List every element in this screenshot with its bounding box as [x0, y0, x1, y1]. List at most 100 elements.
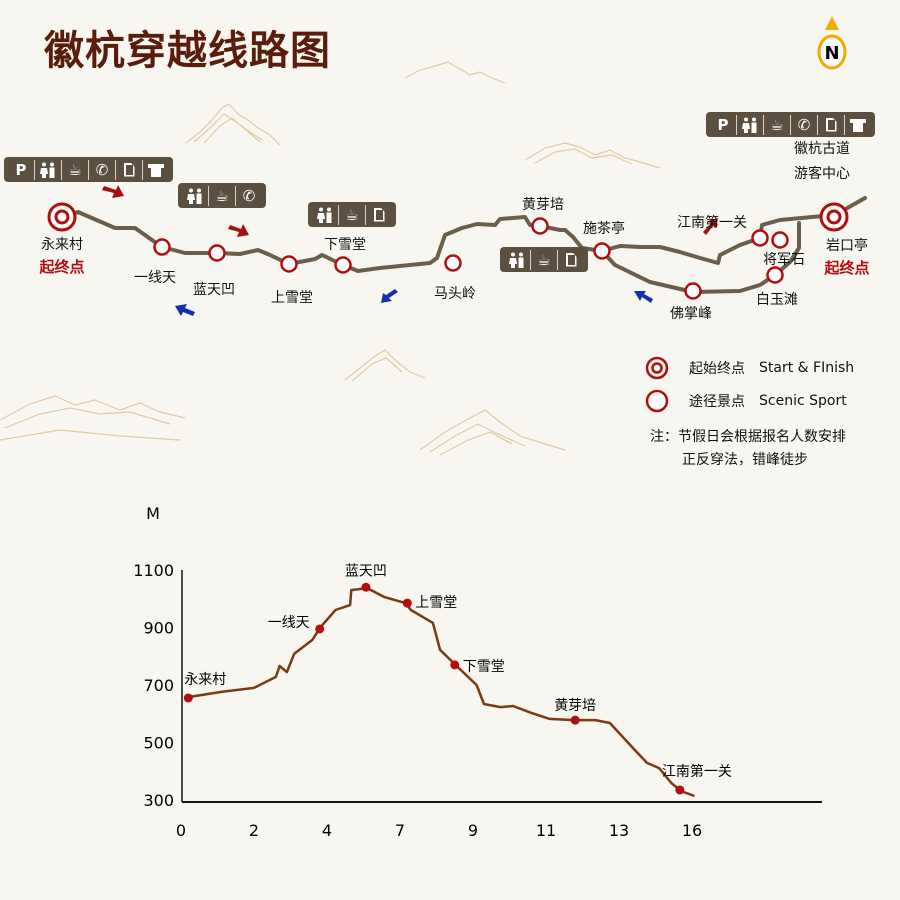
scenic-spot-icon	[645, 389, 669, 413]
cafe-icon: ☕	[764, 114, 791, 135]
elevation-point	[570, 715, 580, 725]
elevation-point-label: 下雪堂	[463, 659, 505, 675]
parking-icon: P	[710, 114, 737, 135]
x-tick-label: 7	[395, 821, 405, 840]
legend-start-finish: 起始终点 Start & FInish	[645, 356, 854, 380]
x-tick-label: 9	[468, 821, 478, 840]
scenic-marker	[771, 231, 789, 249]
elevation-point-label: 永来村	[184, 672, 226, 688]
forward-arrow-icon	[228, 224, 249, 237]
cafe-icon: ☕	[209, 185, 236, 206]
facility-box: ☕	[308, 202, 396, 227]
y-tick-label: 500	[143, 734, 174, 753]
y-tick-label: 900	[143, 619, 174, 638]
elevation-point	[361, 582, 371, 592]
scenic-label: 下雪堂	[324, 237, 366, 253]
x-tick-label: 11	[536, 821, 556, 840]
restroom-icon	[737, 114, 764, 135]
facility-box: ☕ ✆	[178, 183, 266, 208]
scenic-marker	[593, 242, 611, 260]
elevation-point	[402, 598, 412, 608]
compass-label: N	[824, 43, 839, 64]
x-tick-label: 13	[609, 821, 629, 840]
scenic-marker	[684, 282, 702, 300]
decorative-mountains	[0, 61, 661, 456]
visitor-center-label: 徽杭古道	[794, 141, 850, 157]
elevation-point	[450, 660, 460, 670]
restroom-icon	[35, 159, 62, 180]
scenic-label: 江南第一关	[677, 215, 747, 231]
phone-icon: ✆	[242, 186, 256, 205]
scenic-marker	[531, 217, 549, 235]
facility-box: ☕	[500, 247, 588, 272]
visitor-center-label: 游客中心	[794, 166, 850, 182]
y-tick-label: 700	[143, 676, 174, 695]
elevation-point	[675, 785, 685, 795]
main-route	[60, 196, 867, 273]
elevation-point-label: 蓝天凹	[345, 563, 387, 579]
note-line: 注：节假日会根据报名人数安排	[650, 429, 846, 445]
shirt-icon	[845, 115, 871, 135]
elevation-point-label: 上雪堂	[415, 595, 457, 611]
forward-arrow-icon	[703, 218, 718, 235]
y-tick-label: 1100	[133, 561, 174, 580]
return-arrow-icon	[175, 304, 195, 316]
scenic-label: 蓝天凹	[193, 282, 235, 298]
document-icon	[116, 159, 143, 180]
scenic-label: 马头岭	[434, 286, 476, 302]
page-title: 徽杭穿越线路图	[44, 28, 331, 74]
scenic-label: 将军石	[763, 252, 805, 268]
start-marker-yankouting[interactable]	[819, 202, 849, 232]
cafe-icon: ☕	[531, 249, 558, 270]
start-point-tag: 起终点	[39, 258, 85, 276]
cafe-icon: ☕	[62, 159, 89, 180]
scenic-label: 一线天	[134, 270, 176, 286]
start-point-tag: 起终点	[824, 259, 870, 277]
start-point-label: 永来村	[41, 237, 83, 253]
start-marker-yonglaicun[interactable]	[47, 202, 77, 232]
restroom-icon	[312, 204, 339, 225]
scenic-label: 白玉滩	[756, 292, 798, 308]
loop-route	[600, 221, 801, 294]
scenic-label: 上雪堂	[271, 290, 313, 306]
legend-label-zh: 途径景点	[689, 394, 745, 410]
forward-arrow-icon	[102, 185, 124, 198]
cafe-icon: ☕	[339, 204, 366, 225]
scenic-marker	[280, 255, 298, 273]
legend-scenic: 途径景点 Scenic Sport	[645, 389, 847, 413]
start-finish-icon	[645, 356, 669, 380]
x-tick-label: 0	[176, 821, 186, 840]
x-tick-label: 4	[322, 821, 332, 840]
elevation-point	[183, 693, 193, 703]
return-arrow-icon	[381, 289, 398, 303]
return-arrow-icon	[634, 291, 653, 303]
elevation-profile-line	[188, 586, 695, 798]
elevation-point	[315, 624, 325, 634]
scenic-marker	[334, 256, 352, 274]
elevation-point-label: 黄芽培	[554, 697, 596, 714]
scenic-label: 施茶亭	[583, 221, 625, 237]
legend-label-en: Start & FInish	[759, 360, 855, 376]
elevation-point-label: 一线天	[268, 615, 310, 631]
scenic-marker	[751, 229, 769, 247]
restroom-icon	[182, 185, 209, 206]
legend-label-en: Scenic Sport	[759, 393, 847, 409]
elevation-chart: M 300 500 700 900 1100 0 2 4 7 9 11 13 16 永来村 一线天 蓝天凹上雪…	[133, 504, 822, 840]
scenic-marker	[153, 238, 171, 256]
elevation-point-label: 江南第一关	[662, 763, 732, 780]
route-map	[47, 185, 867, 316]
scenic-marker	[766, 266, 784, 284]
document-icon	[818, 114, 845, 135]
scenic-marker	[208, 244, 226, 262]
phone-icon: ✆	[89, 159, 116, 180]
document-icon	[558, 250, 584, 270]
scenic-label: 佛掌峰	[670, 306, 712, 322]
x-tick-label: 2	[249, 821, 259, 840]
restroom-icon	[504, 249, 531, 270]
phone-icon: ✆	[791, 114, 818, 135]
shirt-icon	[143, 160, 169, 180]
note-line: 正反穿法，错峰徒步	[682, 452, 808, 468]
start-point-label: 岩口亭	[826, 238, 868, 254]
north-compass-icon: N	[817, 16, 847, 70]
legend-label-zh: 起始终点	[689, 361, 745, 377]
